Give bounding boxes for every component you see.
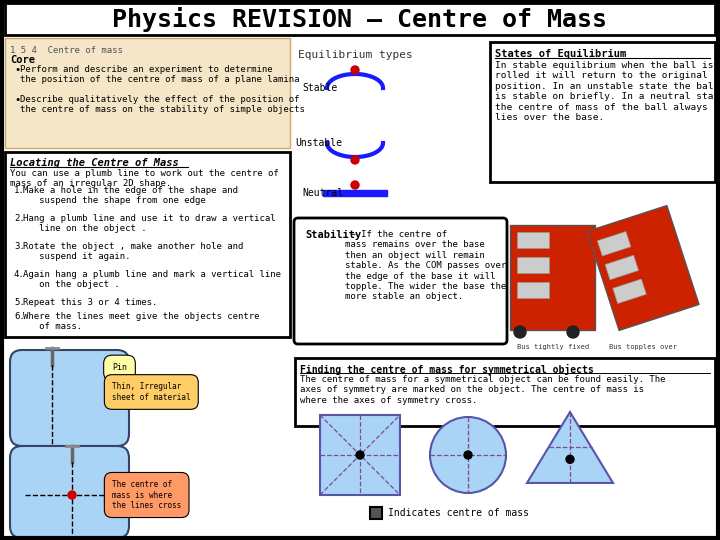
Text: •: • xyxy=(14,65,20,75)
FancyBboxPatch shape xyxy=(510,225,595,330)
Text: Stable: Stable xyxy=(302,83,337,93)
FancyBboxPatch shape xyxy=(294,218,507,344)
Text: Where the lines meet give the objects centre
   of mass.: Where the lines meet give the objects ce… xyxy=(23,312,259,332)
Text: 1.: 1. xyxy=(14,186,24,195)
Text: The centre of
mass is where
the lines cross: The centre of mass is where the lines cr… xyxy=(112,480,181,510)
FancyBboxPatch shape xyxy=(10,446,129,538)
Circle shape xyxy=(514,326,526,338)
Text: States of Equilibrium: States of Equilibrium xyxy=(495,49,626,59)
Text: 3.: 3. xyxy=(14,242,24,251)
Bar xyxy=(323,190,387,196)
Circle shape xyxy=(351,66,359,74)
FancyBboxPatch shape xyxy=(5,152,290,337)
Bar xyxy=(370,507,382,519)
Text: Pin: Pin xyxy=(112,363,127,373)
Circle shape xyxy=(464,451,472,459)
Circle shape xyxy=(351,156,359,164)
Circle shape xyxy=(68,491,76,499)
FancyBboxPatch shape xyxy=(517,282,549,298)
Polygon shape xyxy=(527,412,613,483)
Text: You can use a plumb line to work out the centre of
mass of an irregular 2D shape: You can use a plumb line to work out the… xyxy=(10,169,279,188)
Text: Neutral: Neutral xyxy=(302,188,343,198)
Text: Rotate the object , make another hole and
   suspend it again.: Rotate the object , make another hole an… xyxy=(23,242,243,261)
Text: Equilibrium types: Equilibrium types xyxy=(297,50,413,60)
FancyBboxPatch shape xyxy=(517,232,549,248)
Text: Physics REVISION – Centre of Mass: Physics REVISION – Centre of Mass xyxy=(112,8,608,32)
FancyBboxPatch shape xyxy=(10,350,129,446)
Circle shape xyxy=(566,455,574,463)
Text: 2.: 2. xyxy=(14,214,24,223)
Text: Unstable: Unstable xyxy=(295,138,342,148)
Text: Describe qualitatively the effect of the position of
the centre of mass on the s: Describe qualitatively the effect of the… xyxy=(20,95,305,114)
Text: Locating the Centre of Mass: Locating the Centre of Mass xyxy=(10,158,179,168)
FancyBboxPatch shape xyxy=(295,358,715,426)
FancyBboxPatch shape xyxy=(587,206,699,330)
FancyBboxPatch shape xyxy=(605,255,639,280)
FancyBboxPatch shape xyxy=(613,279,647,303)
Circle shape xyxy=(356,451,364,459)
Text: Bus tightly fixed: Bus tightly fixed xyxy=(517,344,589,350)
Text: Thin, Irregular
sheet of material: Thin, Irregular sheet of material xyxy=(112,382,191,402)
Text: In stable equilibrium when the ball is
rolled it will return to the original
pos: In stable equilibrium when the ball is r… xyxy=(495,61,720,122)
FancyBboxPatch shape xyxy=(598,232,631,256)
Text: 5.: 5. xyxy=(14,298,24,307)
Text: Repeat this 3 or 4 times.: Repeat this 3 or 4 times. xyxy=(23,298,158,307)
Text: Stability: Stability xyxy=(305,230,361,240)
Circle shape xyxy=(351,181,359,189)
Text: Hang a plumb line and use it to draw a vertical
   line on the object .: Hang a plumb line and use it to draw a v… xyxy=(23,214,276,233)
Text: Again hang a plumb line and mark a vertical line
   on the object .: Again hang a plumb line and mark a verti… xyxy=(23,270,281,289)
Text: Bus topples over: Bus topples over xyxy=(609,344,677,350)
Text: – If the centre of
mass remains over the base
then an object will remain
stable.: – If the centre of mass remains over the… xyxy=(345,230,506,301)
Circle shape xyxy=(430,417,506,493)
Text: The centre of mass for a symmetrical object can be found easily. The
axes of sym: The centre of mass for a symmetrical obj… xyxy=(300,375,665,405)
FancyBboxPatch shape xyxy=(5,3,715,35)
FancyBboxPatch shape xyxy=(490,42,715,182)
Text: Make a hole in the edge of the shape and
   suspend the shape from one edge: Make a hole in the edge of the shape and… xyxy=(23,186,238,205)
FancyBboxPatch shape xyxy=(5,38,290,148)
Text: Core: Core xyxy=(10,55,35,65)
Text: 4.: 4. xyxy=(14,270,24,279)
Text: Finding the centre of mass for symmetrical objects: Finding the centre of mass for symmetric… xyxy=(300,364,594,375)
Bar xyxy=(320,415,400,495)
Text: Indicates centre of mass: Indicates centre of mass xyxy=(388,508,529,518)
Text: 6.: 6. xyxy=(14,312,24,321)
Text: •: • xyxy=(14,95,20,105)
Text: Perform and describe an experiment to determine
the position of the centre of ma: Perform and describe an experiment to de… xyxy=(20,65,300,84)
Text: 1 5 4  Centre of mass: 1 5 4 Centre of mass xyxy=(10,46,123,55)
FancyBboxPatch shape xyxy=(517,257,549,273)
Circle shape xyxy=(567,326,579,338)
